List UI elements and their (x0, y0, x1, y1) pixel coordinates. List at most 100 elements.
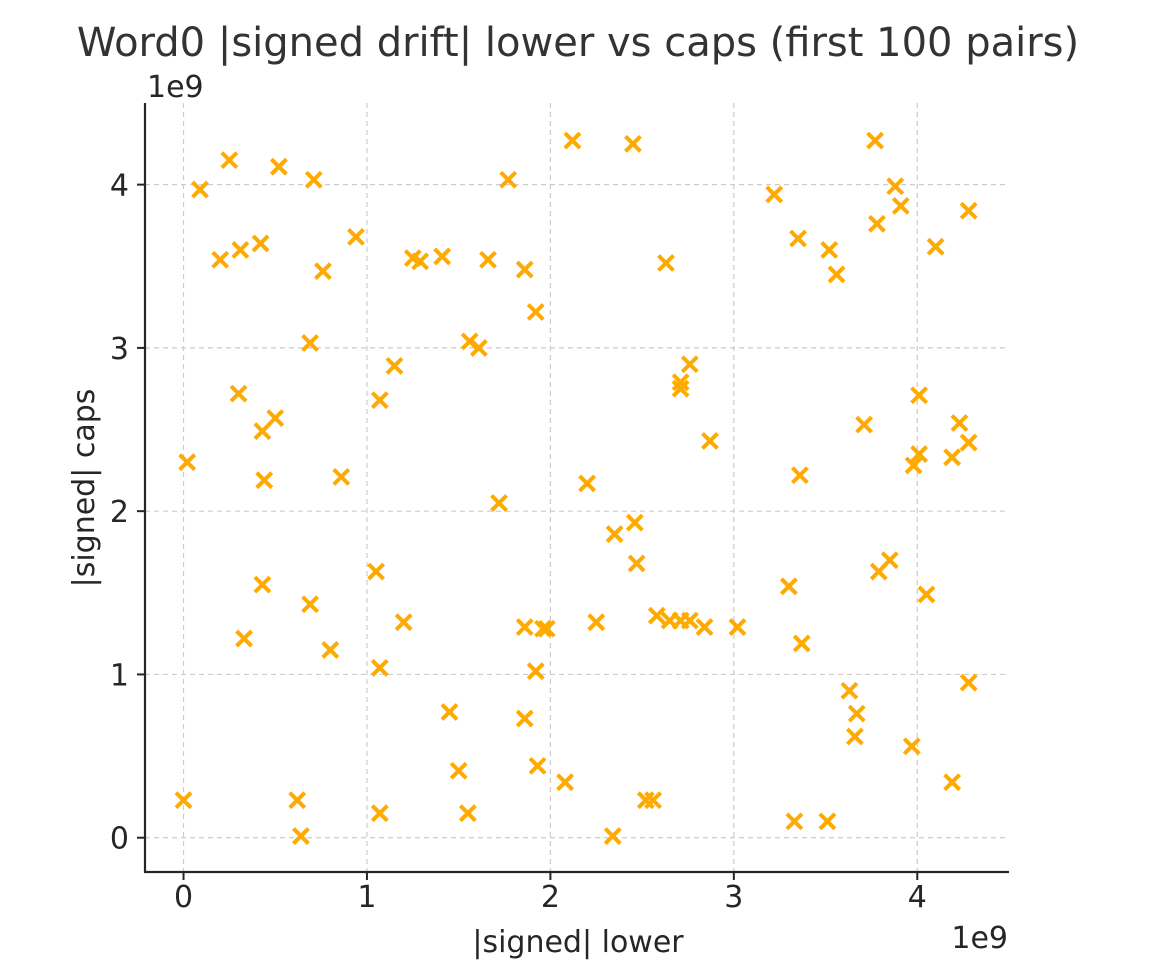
data-point-x-marker (625, 513, 644, 532)
data-point-x-marker (537, 619, 556, 638)
y-tick-label: 1 (110, 658, 129, 693)
data-point-x-marker (458, 804, 477, 823)
data-point-x-marker (304, 170, 323, 189)
data-point-x-marker (385, 356, 404, 375)
data-point-x-marker (191, 180, 209, 199)
data-point-x-marker (902, 737, 921, 756)
data-point-x-marker (178, 453, 197, 472)
data-point-x-marker (701, 432, 719, 450)
data-point-x-marker (627, 554, 646, 573)
data-point-x-marker (785, 812, 804, 831)
y-tick-label: 0 (110, 822, 129, 857)
data-point-x-marker (855, 415, 873, 434)
data-point-x-marker (790, 466, 809, 485)
x-axis-label: |signed| lower (472, 925, 684, 960)
x-offset-label: 1e9 (951, 921, 1008, 956)
data-point-x-marker (515, 260, 534, 279)
data-point-x-marker (370, 658, 389, 677)
data-point-x-marker (866, 131, 885, 150)
data-point-x-marker (959, 201, 978, 220)
data-point-x-marker (891, 196, 910, 215)
data-point-x-marker (671, 379, 690, 398)
data-point-x-marker (845, 727, 864, 746)
data-point-x-marker (910, 445, 929, 463)
data-point-x-marker (251, 234, 270, 253)
data-point-x-marker (765, 185, 784, 204)
data-point-x-marker (229, 384, 248, 403)
data-point-x-marker (789, 229, 807, 248)
data-point-x-marker (680, 611, 699, 630)
data-point-x-marker (671, 373, 690, 392)
data-point-x-marker (647, 606, 666, 625)
data-point-x-marker (792, 634, 811, 653)
data-point-x-marker (370, 804, 389, 823)
data-point-x-marker (728, 618, 747, 637)
data-point-x-marker (231, 241, 250, 259)
data-point-x-marker (469, 338, 488, 357)
data-point-x-marker (515, 709, 534, 728)
data-point-x-marker (959, 673, 978, 692)
data-point-x-marker (301, 595, 320, 614)
data-point-x-marker (680, 355, 699, 374)
x-tick-label: 0 (174, 880, 193, 915)
data-point-x-marker (950, 414, 969, 432)
y-tick-label: 3 (110, 332, 129, 367)
data-point-x-marker (515, 618, 534, 637)
data-point-x-marker (367, 562, 386, 581)
data-point-x-marker (904, 456, 923, 475)
data-point-x-marker (556, 773, 574, 792)
x-tick-label: 4 (908, 880, 927, 915)
y-offset-label: 1e9 (147, 70, 204, 105)
data-point-x-marker (959, 433, 978, 452)
data-point-x-marker (605, 525, 624, 543)
data-point-x-marker (499, 170, 518, 189)
data-point-x-marker (534, 619, 552, 638)
data-point-x-marker (347, 227, 365, 246)
data-point-x-marker (220, 151, 239, 170)
data-point-x-marker (943, 773, 962, 792)
y-tick-label: 4 (110, 169, 129, 204)
data-point-x-marker (321, 641, 340, 659)
x-axis-ticks: 0 1 2 3 4 (174, 872, 927, 915)
data-point-x-marker (332, 467, 351, 486)
data-point-x-marker (490, 494, 508, 512)
data-point-x-marker (211, 250, 230, 269)
data-point-x-marker (943, 448, 962, 467)
chart-title: Word0 |signed drift| lower vs caps (firs… (77, 20, 1079, 66)
data-point-x-marker (253, 422, 272, 441)
data-point-x-marker (266, 409, 285, 428)
data-point-x-marker (695, 618, 714, 637)
y-axis-label: |signed| caps (67, 389, 102, 588)
data-point-x-marker (479, 250, 497, 269)
data-point-x-marker (880, 551, 899, 570)
data-point-x-marker (255, 471, 274, 490)
data-point-x-marker (314, 262, 332, 281)
data-point-x-marker (301, 334, 320, 352)
data-point-x-marker (370, 391, 389, 410)
data-point-x-marker (820, 241, 839, 259)
data-point-x-marker (917, 585, 936, 604)
data-point-x-marker (526, 662, 545, 681)
grid-lines (145, 103, 1009, 872)
data-point-x-marker (840, 681, 859, 700)
x-tick-label: 2 (541, 880, 560, 915)
data-point-x-marker (174, 791, 193, 810)
data-point-x-marker (868, 214, 886, 233)
data-point-x-marker (253, 575, 272, 594)
data-point-x-marker (779, 577, 798, 596)
data-point-x-marker (526, 303, 545, 321)
data-point-x-marker (886, 177, 905, 196)
y-tick-label: 2 (110, 495, 129, 530)
data-point-x-marker (269, 157, 288, 176)
y-axis-ticks: 0 1 2 3 4 (110, 169, 145, 857)
data-point-x-marker (292, 827, 310, 845)
x-tick-label: 1 (357, 880, 376, 915)
data-point-x-marker (288, 791, 307, 810)
x-tick-label: 3 (724, 880, 743, 915)
data-points (174, 131, 978, 845)
data-point-x-marker (624, 134, 642, 153)
data-point-x-marker (433, 247, 452, 266)
data-point-x-marker (926, 237, 945, 256)
data-point-x-marker (578, 474, 597, 493)
